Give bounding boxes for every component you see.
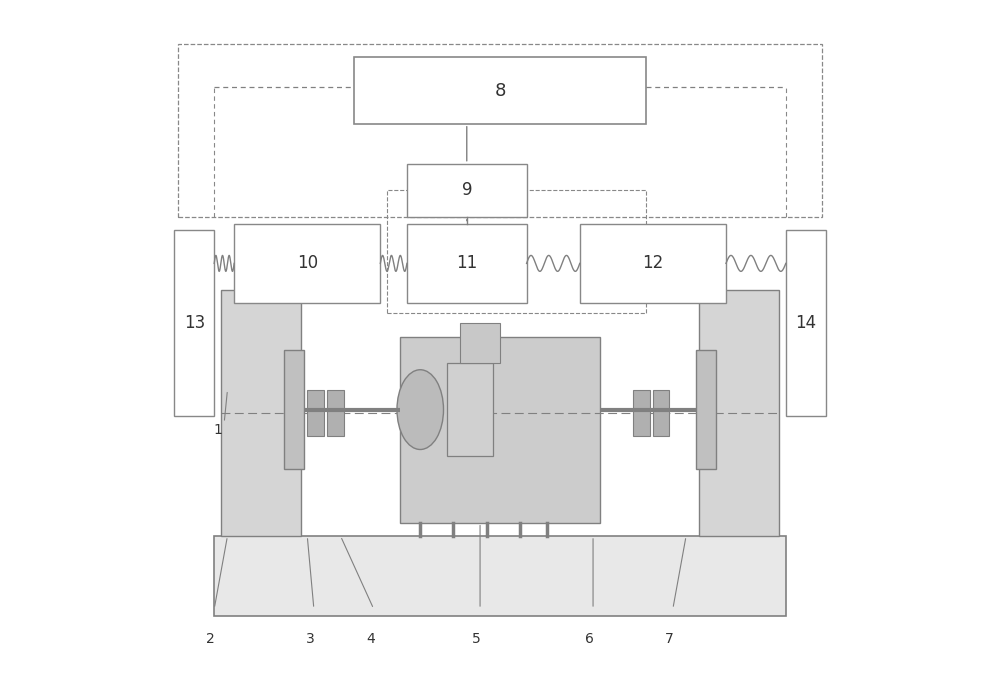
FancyBboxPatch shape — [284, 350, 304, 470]
Text: 7: 7 — [665, 632, 674, 646]
FancyBboxPatch shape — [214, 536, 786, 616]
FancyBboxPatch shape — [221, 290, 301, 536]
FancyBboxPatch shape — [234, 223, 380, 304]
FancyBboxPatch shape — [653, 390, 669, 436]
Text: 1: 1 — [213, 423, 222, 437]
FancyBboxPatch shape — [400, 336, 600, 523]
FancyBboxPatch shape — [580, 223, 726, 304]
Text: 9: 9 — [462, 181, 472, 199]
FancyBboxPatch shape — [633, 390, 650, 436]
Text: 10: 10 — [297, 254, 318, 273]
FancyBboxPatch shape — [174, 230, 214, 417]
Text: 3: 3 — [306, 632, 315, 646]
Text: 14: 14 — [795, 314, 816, 332]
FancyBboxPatch shape — [407, 223, 527, 304]
Text: 8: 8 — [494, 81, 506, 100]
Text: 11: 11 — [456, 254, 477, 273]
FancyBboxPatch shape — [699, 290, 779, 536]
FancyBboxPatch shape — [407, 164, 527, 217]
FancyBboxPatch shape — [696, 350, 716, 470]
Text: 13: 13 — [184, 314, 205, 332]
Text: 2: 2 — [206, 632, 215, 646]
FancyBboxPatch shape — [307, 390, 324, 436]
FancyBboxPatch shape — [460, 323, 500, 363]
FancyBboxPatch shape — [786, 230, 826, 417]
FancyBboxPatch shape — [327, 390, 344, 436]
Text: 6: 6 — [585, 632, 594, 646]
FancyBboxPatch shape — [354, 57, 646, 124]
Ellipse shape — [397, 369, 444, 450]
Text: 4: 4 — [366, 632, 375, 646]
Text: 5: 5 — [472, 632, 481, 646]
Text: 12: 12 — [642, 254, 663, 273]
FancyBboxPatch shape — [447, 363, 493, 456]
